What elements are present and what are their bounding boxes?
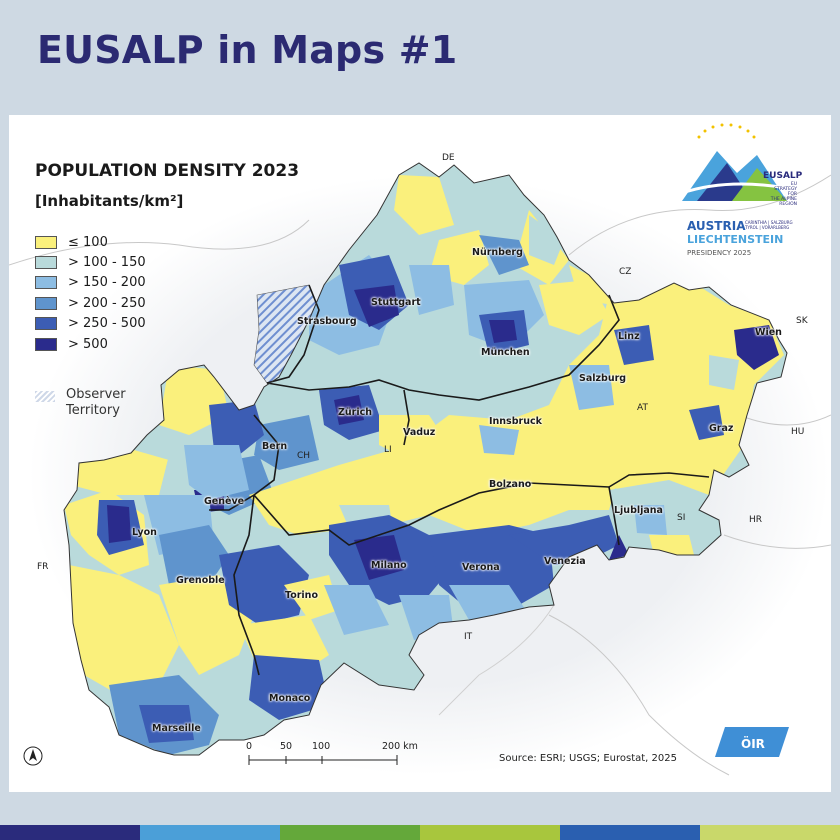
city-label: Ljubljana — [614, 505, 663, 516]
map-frame: POPULATION DENSITY 2023 [Inhabitants/km²… — [9, 115, 831, 792]
legend-swatch — [35, 337, 57, 351]
country-label: AT — [637, 403, 648, 413]
city-label: Salzburg — [579, 373, 627, 384]
city-label: Venezia — [544, 556, 586, 567]
legend-item: > 500 — [35, 336, 108, 352]
presidency-year: PRESIDENCY 2025 — [687, 249, 752, 257]
hatch-swatch — [35, 391, 55, 402]
country-label: SI — [677, 513, 686, 523]
city-label: Strasbourg — [297, 316, 357, 327]
footer-segment — [0, 825, 140, 840]
city-label: Vaduz — [403, 427, 436, 438]
legend-label: > 250 - 500 — [68, 316, 146, 332]
city-label: Bolzano — [489, 479, 532, 490]
legend-item: > 150 - 200 — [35, 275, 146, 291]
scale-label-0: 0 — [246, 741, 253, 752]
city-label: Nürnberg — [472, 247, 523, 258]
country-label: CZ — [619, 267, 632, 277]
presidency-liechtenstein: LIECHTENSTEIN — [687, 233, 784, 246]
legend-swatch — [35, 235, 57, 249]
city-label: Innsbruck — [489, 416, 542, 427]
city-label: Stuttgart — [371, 297, 421, 308]
country-label: SK — [796, 316, 808, 326]
city-label: Marseille — [152, 723, 201, 734]
city-label: Wien — [755, 327, 782, 338]
legend-item: > 250 - 500 — [35, 316, 146, 332]
country-label: LI — [384, 445, 392, 455]
map-canvas — [9, 115, 831, 792]
footer-segment — [560, 825, 700, 840]
footer-segment — [420, 825, 560, 840]
city-label: Bern — [262, 441, 288, 452]
city-label: München — [481, 347, 530, 358]
presidency-regions: CARINTHIA | SALZBURG TYROL | VORARLBERG — [745, 220, 793, 230]
oir-logo-shape — [715, 727, 789, 757]
country-label: HU — [791, 427, 805, 437]
city-label: Grenoble — [176, 575, 225, 586]
scale-bar — [248, 755, 398, 765]
page-title: EUSALP in Maps #1 — [37, 28, 458, 72]
legend-label: > 500 — [68, 336, 108, 352]
city-label: Zürich — [338, 407, 372, 418]
city-label: Monaco — [269, 693, 311, 704]
legend-label: > 100 - 150 — [68, 254, 146, 270]
legend-title: POPULATION DENSITY 2023 — [35, 161, 300, 181]
scale-label-100: 100 — [312, 741, 331, 752]
north-arrow-icon — [23, 746, 43, 766]
legend-swatch — [35, 317, 57, 331]
presidency-austria: AUSTRIA — [687, 219, 746, 233]
legend-swatch — [35, 296, 57, 310]
eusalp-mountains-icon — [681, 123, 788, 201]
country-label: HR — [749, 515, 763, 525]
oir-logo-text: ÖIR — [741, 737, 765, 751]
footer-color-bar — [0, 825, 840, 840]
legend-item: > 100 - 150 — [35, 254, 146, 270]
legend-label: > 150 - 200 — [68, 275, 146, 291]
country-label: FR — [37, 562, 49, 572]
legend-swatch — [35, 255, 57, 269]
city-label: Torino — [285, 590, 318, 601]
source-text: Source: ESRI; USGS; Eurostat, 2025 — [499, 753, 677, 764]
eusalp-logo-tagline: EU STRATEGY FOR THE ALPINE REGION — [770, 182, 797, 207]
city-label: Verona — [462, 562, 500, 573]
footer-segment — [280, 825, 420, 840]
city-label: Graz — [709, 423, 734, 434]
footer-segment — [140, 825, 280, 840]
country-label: CH — [297, 451, 311, 461]
legend-observer-label: Observer Territory — [66, 387, 126, 418]
city-label: Genève — [204, 496, 245, 507]
city-label: Lyon — [132, 527, 157, 538]
scale-label-200: 200 km — [382, 741, 418, 752]
footer-segment — [700, 825, 840, 840]
scale-label-50: 50 — [280, 741, 293, 752]
country-label: IT — [464, 632, 473, 642]
city-label: Linz — [618, 331, 640, 342]
country-label: DE — [442, 153, 455, 163]
legend-label: > 200 - 250 — [68, 295, 146, 311]
eusalp-logo: EUSALP EU STRATEGY FOR THE ALPINE REGION… — [677, 123, 802, 263]
legend-unit: [Inhabitants/km²] — [35, 192, 184, 210]
eusalp-logo-name: EUSALP — [763, 171, 803, 181]
legend-item: > 200 - 250 — [35, 295, 146, 311]
legend-label: ≤ 100 — [68, 234, 108, 250]
legend-observer-territory: Observer Territory — [35, 387, 126, 419]
legend-item: ≤ 100 — [35, 234, 108, 250]
legend-swatch — [35, 276, 57, 290]
city-label: Milano — [371, 560, 407, 571]
